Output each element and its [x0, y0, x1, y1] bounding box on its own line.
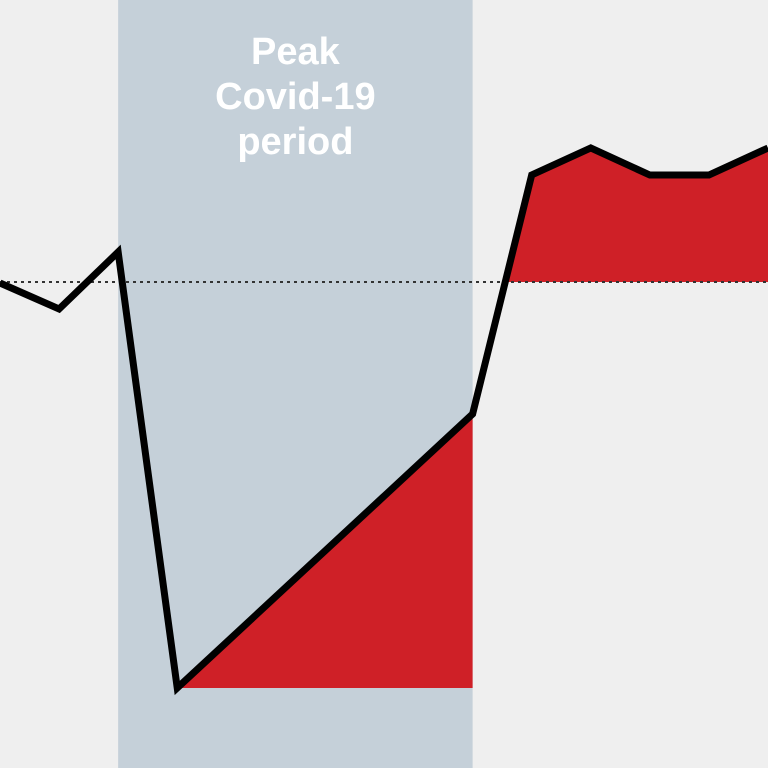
area-fill — [505, 148, 768, 282]
highlight-label: Peak Covid-19 period — [215, 31, 376, 163]
line — [0, 144, 768, 696]
